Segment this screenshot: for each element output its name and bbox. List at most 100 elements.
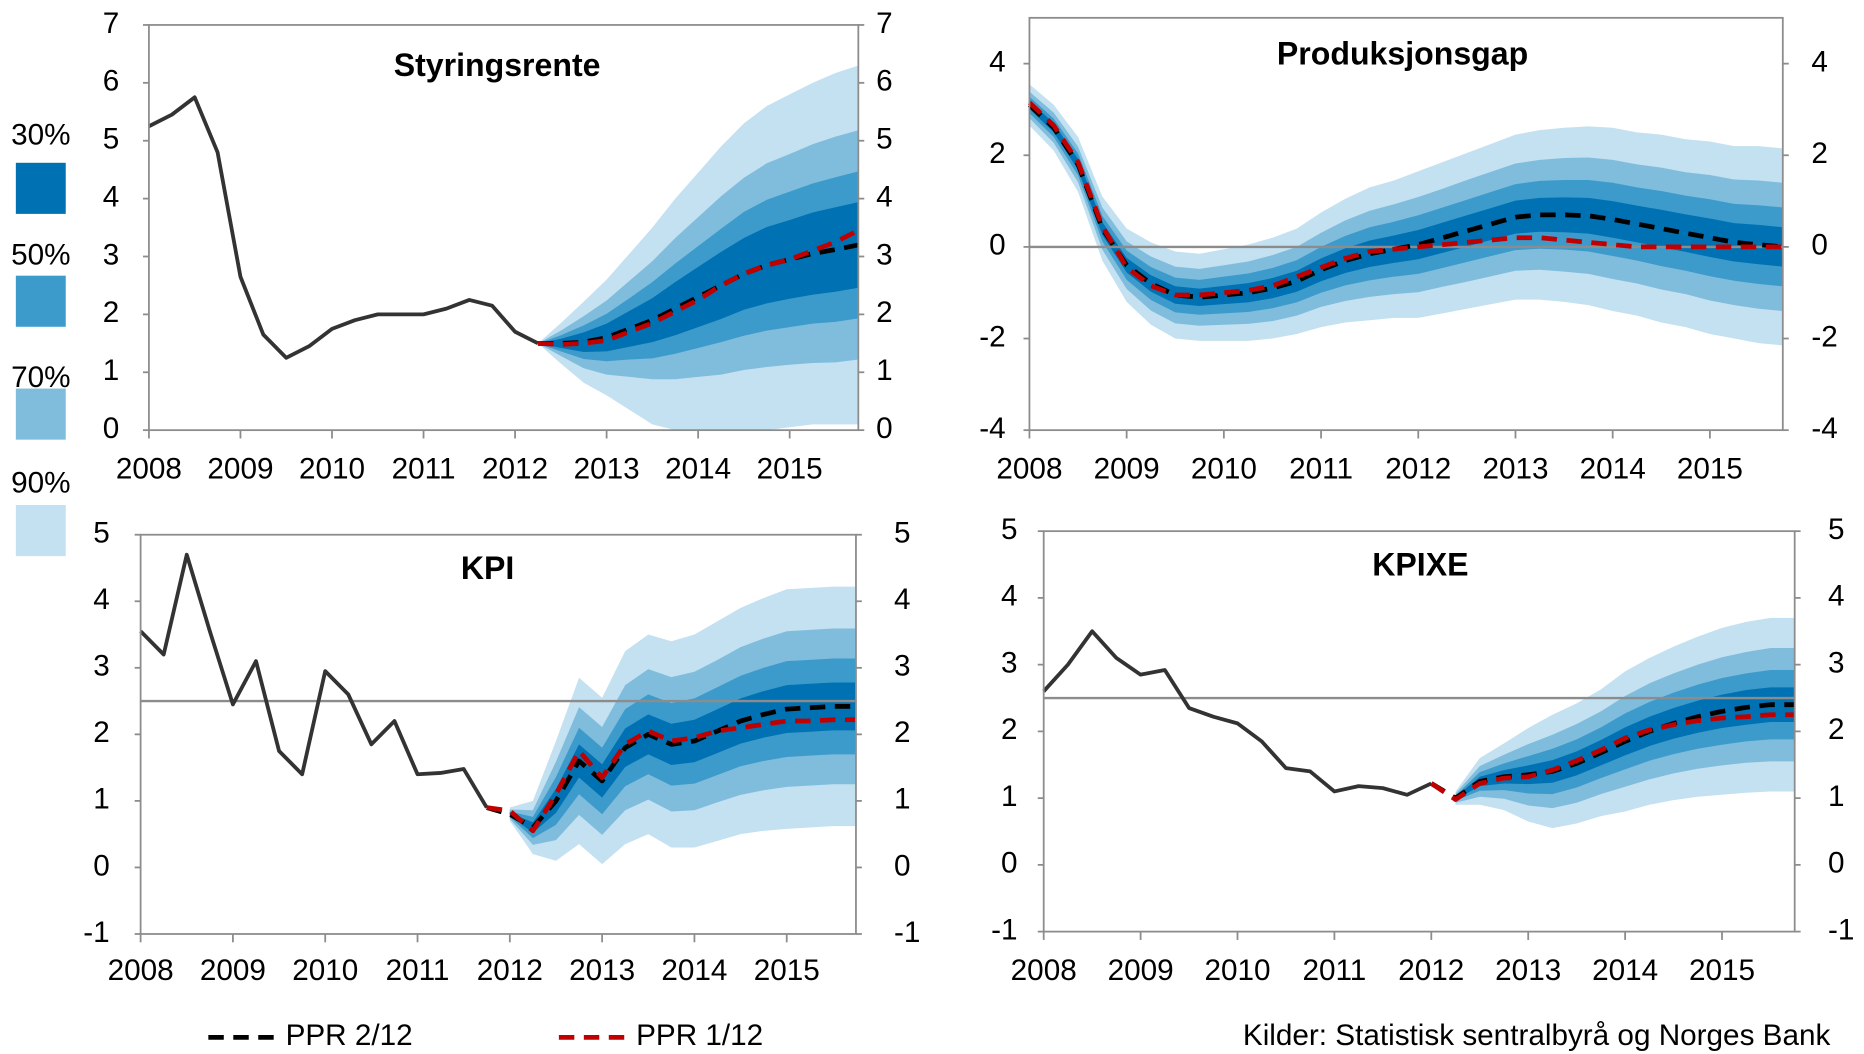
legend-label: PPR 2/12 [286, 1019, 413, 1052]
x-tick-label: 2011 [1289, 452, 1353, 485]
y2-tick-label: 2 [894, 716, 911, 749]
chart-title: Styringsrente [394, 47, 601, 83]
x-tick-label: 2013 [569, 954, 635, 987]
series-line [537, 228, 860, 347]
y2-tick-label: 5 [894, 517, 911, 550]
y2-tick-label: 1 [894, 783, 911, 816]
y2-tick-label: 3 [1828, 646, 1845, 679]
fan-band [1029, 91, 1783, 326]
y-tick-label: 4 [1001, 580, 1018, 613]
y2-tick-label: 4 [1811, 45, 1828, 78]
series-line [139, 552, 489, 809]
x-tick-label: 2010 [1204, 954, 1270, 987]
x-tick-label: 2015 [1677, 452, 1743, 485]
x-tick-label: 2015 [757, 452, 823, 485]
fan-band [537, 171, 859, 362]
y-tick-label: 4 [93, 583, 110, 616]
y-tick-label: 6 [103, 65, 120, 98]
y2-tick-label: 2 [1811, 137, 1828, 170]
x-tick-label: 2012 [1385, 452, 1451, 485]
fan-legend-label: 90% [11, 467, 70, 500]
x-tick-label: 2014 [1592, 954, 1658, 987]
fan-legend-label: 30% [11, 118, 70, 151]
y2-tick-label: 0 [876, 412, 893, 445]
fan-legend-swatch [15, 275, 66, 327]
y-tick-label: 0 [989, 229, 1006, 262]
y-tick-label: 0 [1001, 847, 1018, 880]
y2-tick-label: 4 [894, 583, 911, 616]
legend-label: PPR 1/12 [636, 1019, 763, 1052]
x-tick-label: 2009 [200, 954, 266, 987]
y2-tick-label: 1 [876, 354, 893, 387]
x-tick-label: 2010 [292, 954, 358, 987]
y-tick-label: 7 [103, 7, 120, 40]
y-tick-label: 3 [103, 238, 120, 271]
series-line [486, 717, 856, 834]
y-tick-label: 4 [103, 180, 120, 213]
y-tick-label: 1 [1001, 780, 1018, 813]
y-tick-label: -1 [83, 916, 109, 949]
x-tick-label: 2012 [1398, 954, 1464, 987]
fan-legend-label: 50% [11, 239, 70, 272]
y-tick-label: 1 [93, 783, 110, 816]
y2-tick-label: 5 [876, 123, 893, 156]
series-line [148, 95, 539, 360]
x-tick-label: 2015 [754, 954, 820, 987]
x-tick-label: 2014 [665, 452, 731, 485]
y-tick-label: 3 [1001, 646, 1018, 679]
y-tick-label: 1 [103, 354, 120, 387]
x-tick-label: 2010 [1191, 452, 1257, 485]
x-tick-label: 2011 [392, 452, 456, 485]
x-tick-label: 2012 [477, 954, 543, 987]
x-tick-label: 2008 [116, 452, 182, 485]
y-tick-label: 5 [103, 123, 120, 156]
plot-frame [148, 24, 860, 432]
y2-tick-label: -4 [1811, 412, 1837, 445]
y-tick-label: 2 [1001, 713, 1018, 746]
y2-tick-label: 4 [1828, 580, 1845, 613]
plot-frame [1028, 16, 1784, 432]
y2-tick-label: 1 [1828, 780, 1845, 813]
x-tick-label: 2015 [1689, 954, 1755, 987]
source-note: Kilder: Statistisk sentralbyrå og Norges… [1243, 1019, 1831, 1052]
y2-tick-label: -1 [1828, 913, 1854, 946]
y2-tick-label: 3 [876, 238, 893, 271]
y2-tick-label: 0 [894, 849, 911, 882]
x-tick-label: 2011 [1302, 954, 1366, 987]
y2-tick-label: 0 [1811, 229, 1828, 262]
x-tick-label: 2013 [1482, 452, 1548, 485]
y2-tick-label: -1 [894, 916, 920, 949]
x-tick-label: 2008 [996, 452, 1062, 485]
x-tick-label: 2011 [386, 954, 450, 987]
y2-tick-label: 7 [876, 7, 893, 40]
fan-band [537, 202, 859, 353]
y-tick-label: -2 [979, 320, 1005, 353]
y-tick-label: 4 [989, 45, 1006, 78]
x-tick-label: 2008 [1011, 954, 1077, 987]
fan-legend-label: 70% [11, 361, 70, 394]
chart-title: Produksjonsgap [1277, 35, 1528, 71]
x-tick-label: 2009 [1094, 452, 1160, 485]
chart-title: KPIXE [1372, 546, 1468, 582]
y2-tick-label: 0 [1828, 847, 1845, 880]
y-tick-label: -1 [991, 913, 1017, 946]
y-tick-label: 5 [93, 517, 110, 550]
fan-legend-swatch [15, 162, 66, 214]
y-tick-label: -4 [979, 412, 1005, 445]
x-tick-label: 2013 [1495, 954, 1561, 987]
fan-band [509, 682, 856, 833]
x-tick-label: 2009 [207, 452, 273, 485]
series-line [486, 704, 856, 830]
y2-tick-label: 6 [876, 65, 893, 98]
y2-tick-label: 2 [876, 296, 893, 329]
y2-tick-label: 3 [894, 650, 911, 683]
y-tick-label: 5 [1001, 513, 1018, 546]
y-tick-label: 2 [93, 716, 110, 749]
x-tick-label: 2014 [1580, 452, 1646, 485]
x-tick-label: 2012 [482, 452, 548, 485]
y2-tick-label: 5 [1828, 513, 1845, 546]
x-tick-label: 2014 [661, 954, 727, 987]
y-tick-label: 0 [93, 849, 110, 882]
x-tick-label: 2008 [108, 954, 174, 987]
